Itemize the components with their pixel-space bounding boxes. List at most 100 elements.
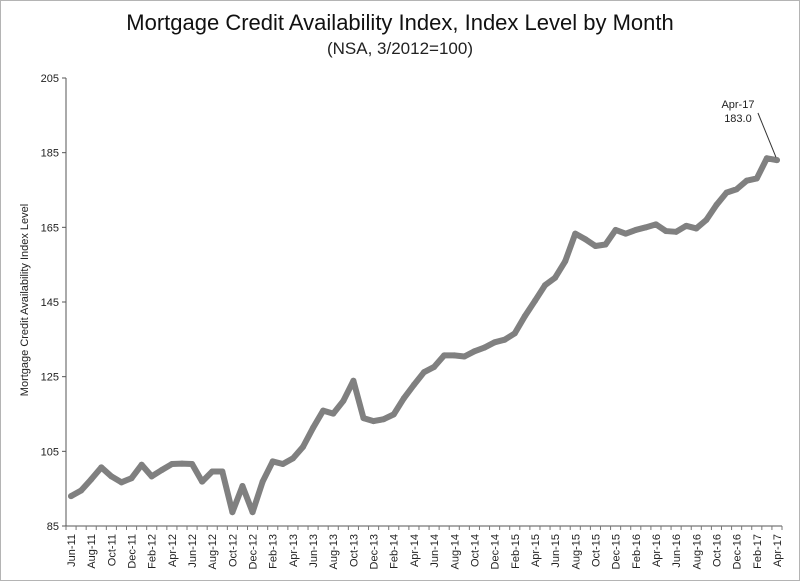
x-tick-label: Oct-11 — [106, 534, 118, 566]
data-point — [693, 225, 700, 232]
data-point — [592, 243, 599, 249]
data-point — [441, 352, 448, 359]
data-point — [773, 157, 780, 164]
data-point — [279, 461, 286, 468]
x-tick-label: Dec-12 — [248, 534, 260, 569]
data-point — [189, 461, 196, 468]
data-point — [400, 395, 407, 402]
annotation-leader-line — [757, 112, 777, 158]
x-tick-label: Aug-15 — [570, 534, 582, 569]
x-tick-label: Jun-11 — [66, 534, 78, 567]
x-tick-label: Dec-16 — [732, 534, 744, 569]
x-tick-label: Aug-12 — [207, 534, 219, 569]
data-point — [178, 460, 185, 467]
data-point — [168, 461, 175, 468]
data-point — [582, 236, 589, 243]
data-point — [330, 410, 337, 417]
data-point — [713, 201, 720, 208]
data-point — [158, 467, 165, 473]
data-point — [340, 397, 347, 404]
x-tick-label: Dec-11 — [127, 534, 139, 569]
x-tick-label: Jun-16 — [671, 534, 683, 568]
data-point — [269, 458, 276, 465]
data-point — [199, 478, 206, 485]
data-point — [471, 348, 478, 355]
x-tick-label: Oct-12 — [227, 534, 239, 567]
x-tick-label: Oct-15 — [590, 534, 602, 567]
data-point — [350, 377, 357, 384]
series-points — [68, 155, 780, 516]
data-point — [78, 487, 85, 494]
x-tick-label: Jun-14 — [429, 534, 441, 568]
data-point — [531, 297, 538, 304]
x-tick-label: Feb-12 — [147, 534, 159, 569]
x-tick-label: Apr-12 — [167, 534, 179, 567]
x-tick-label: Apr-14 — [409, 534, 421, 567]
data-point — [88, 476, 95, 483]
data-point — [683, 222, 690, 229]
data-point — [421, 369, 427, 376]
data-point — [239, 483, 246, 490]
data-point — [612, 226, 619, 233]
data-point — [652, 221, 659, 228]
annotation-label-value: 183.0 — [724, 113, 752, 125]
data-point — [673, 228, 680, 235]
data-point — [320, 407, 327, 414]
x-axis-ticks: Jun-11 Aug-11 Oct-11 Dec-11 Feb-12 Apr-12 Jun-… — [65, 526, 784, 569]
data-point — [259, 478, 266, 485]
x-tick-label: Aug-11 — [86, 534, 98, 569]
data-point — [68, 493, 75, 500]
data-point — [360, 415, 367, 422]
x-tick-label: Oct-13 — [348, 534, 360, 567]
data-point — [491, 339, 498, 346]
annotation-label-date: Apr-17 — [721, 99, 754, 111]
data-point — [148, 473, 155, 480]
chart-subtitle: (NSA, 3/2012=100) — [326, 39, 473, 58]
y-tick-label: 165 — [41, 222, 59, 234]
data-point — [410, 381, 417, 388]
data-point — [461, 353, 468, 360]
x-tick-label: Oct-16 — [711, 534, 723, 567]
data-point — [219, 468, 226, 475]
y-tick-label: 85 — [47, 521, 59, 533]
data-point — [390, 411, 397, 418]
data-point — [622, 230, 629, 237]
data-point — [572, 230, 579, 237]
data-point — [733, 186, 740, 193]
y-tick-label: 105 — [41, 446, 59, 458]
y-tick-label: 125 — [41, 372, 59, 384]
y-tick-label: 205 — [41, 73, 59, 85]
data-point — [451, 352, 458, 359]
data-point — [632, 226, 639, 233]
data-point — [763, 155, 770, 162]
data-point — [521, 313, 528, 320]
series-line — [68, 155, 780, 516]
x-tick-label: Apr-13 — [288, 534, 300, 567]
chart-title: Mortgage Credit Availability Index, Inde… — [126, 10, 674, 35]
x-tick-label: Dec-15 — [611, 534, 623, 569]
x-tick-label: Apr-17 — [772, 534, 784, 567]
data-point — [108, 473, 115, 480]
data-point — [723, 189, 730, 196]
data-point — [209, 468, 216, 475]
y-tick-label: 185 — [41, 148, 59, 160]
x-tick-label: Aug-13 — [328, 534, 340, 569]
data-point — [501, 336, 508, 343]
data-point — [703, 216, 710, 223]
data-point — [602, 241, 609, 248]
x-tick-label: Feb-17 — [752, 534, 764, 569]
x-tick-label: Dec-14 — [490, 534, 502, 569]
x-tick-label: Oct-14 — [469, 534, 481, 567]
data-point — [431, 363, 438, 370]
x-tick-label: Jun-15 — [550, 534, 562, 568]
x-tick-label: Feb-15 — [510, 534, 522, 569]
y-axis-ticks: 85 105 125 145 165 185 205 — [41, 73, 66, 533]
x-tick-label: Jun-12 — [187, 534, 199, 568]
data-point — [743, 177, 750, 184]
x-tick-label: Feb-14 — [389, 534, 401, 569]
x-tick-label: Apr-15 — [530, 534, 542, 567]
data-point — [511, 330, 518, 337]
data-point — [299, 443, 306, 450]
data-point — [249, 509, 256, 516]
